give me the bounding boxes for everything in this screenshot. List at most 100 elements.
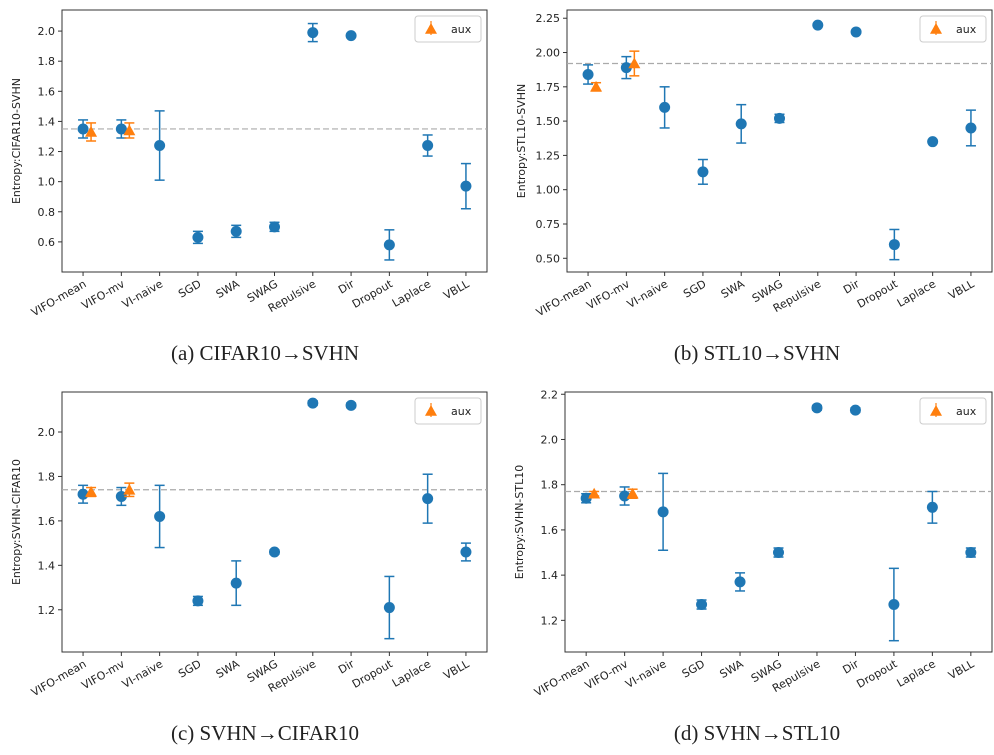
point [582,68,594,80]
plot-area [61,9,488,273]
legend-label: aux [956,23,977,36]
y-tick-label: 1.00 [536,184,561,197]
caption: (a) CIFAR10→SVHN [171,341,359,365]
point [849,404,861,416]
x-tick-label: SWA [719,277,747,301]
point [619,490,631,502]
point [620,62,632,74]
y-tick-label: 1.75 [536,81,561,94]
x-tick-label: Laplace [390,657,433,690]
point [269,221,280,233]
caption: (d) SVHN→STL10 [674,721,840,745]
point [192,595,204,607]
y-tick-label: 2.0 [38,25,56,38]
point [888,239,900,251]
y-tick-label: 0.8 [38,206,56,219]
y-tick-label: 2.00 [536,47,561,60]
panel: 1.2 1.4 1.6 1.8 2.0 2.2 Entropy:SVHN-STL10 VIFO… [513,388,993,745]
y-tick-label: 1.8 [541,479,559,492]
caption: (b) STL10→SVHN [674,341,840,365]
y-axis-label: Entropy:SVHN-STL10 [513,465,526,579]
y-axis-label: Entropy:SVHN-CIFAR10 [10,459,23,585]
point [850,26,862,38]
x-tick-label: Dropout [350,277,396,311]
panel: 0.50 0.75 1.00 1.25 1.50 1.75 2.00 2.25 Entropy:… [515,9,993,365]
caption: (c) SVHN→CIFAR10 [171,721,359,745]
y-tick-label: 1.4 [541,569,559,582]
x-tick-label: Laplace [390,277,433,310]
x-tick-label: VI-naive [623,657,668,691]
x-tick-label: SWA [718,657,746,681]
point [383,239,395,251]
point [734,576,746,588]
point [657,506,669,518]
x-tick-label: Dir [841,657,862,677]
point [123,483,136,495]
point [307,397,319,409]
x-tick-label: VBLL [946,277,977,302]
x-tick-label: Dir [336,657,357,677]
x-tick-label: VBLL [441,657,472,682]
point [422,493,434,505]
y-axis-label: Entropy:CIFAR10-SVHN [10,78,23,204]
legend-label: aux [451,405,472,418]
point [230,577,242,589]
x-tick-label: VIFO-mean [29,277,89,319]
x-tick-label: VIFO-mv [583,657,631,692]
panel: 1.2 1.4 1.6 1.8 2.0 Entropy:SVHN-CIFAR10 VIFO-… [10,391,488,745]
point [115,123,127,135]
y-tick-label: 1.6 [541,524,559,537]
point [965,547,977,559]
y-tick-label: 1.6 [38,85,56,98]
point [588,487,601,499]
y-tick-label: 1.25 [536,149,561,162]
y-tick-label: 1.4 [38,559,56,572]
y-tick-label: 1.4 [38,115,56,128]
x-tick-label: SGD [680,657,707,680]
y-axis-label: Entropy:STL10-SVHN [515,84,528,198]
point [192,231,204,243]
plot-area [564,391,993,653]
y-tick-label: 1.8 [38,55,56,68]
legend-label: aux [956,405,977,418]
point [77,488,89,500]
x-tick-label: VIFO-mv [584,277,632,312]
x-tick-label: Laplace [895,277,938,310]
y-tick-label: 0.6 [38,236,56,249]
point [811,402,823,414]
x-tick-label: SGD [176,657,203,680]
point [383,602,395,614]
point [774,112,785,124]
x-tick-label: Dropout [855,277,901,311]
point [460,546,472,558]
point [926,501,938,513]
x-tick-label: VI-naive [120,277,165,311]
point [580,492,592,504]
x-tick-label: VBLL [946,657,977,682]
x-tick-label: Dropout [854,657,900,691]
y-tick-label: 2.0 [38,426,56,439]
point [345,30,357,42]
point [269,546,280,558]
x-tick-label: Dropout [350,657,396,691]
y-tick-label: 1.50 [536,115,561,128]
point [422,140,434,152]
x-tick-label: VI-naive [625,277,670,311]
x-tick-label: SWA [214,277,242,301]
point [696,599,708,611]
point [460,180,472,192]
plot-area [61,391,488,653]
point [345,399,357,411]
x-tick-label: SGD [176,277,203,300]
point [85,486,98,497]
x-tick-label: Dir [336,277,357,297]
y-tick-label: 0.50 [536,252,561,265]
point [628,57,641,69]
point [927,136,939,148]
point [965,122,977,134]
point [590,80,603,92]
point [773,547,784,559]
legend-label: aux [451,23,472,36]
point [697,166,709,178]
